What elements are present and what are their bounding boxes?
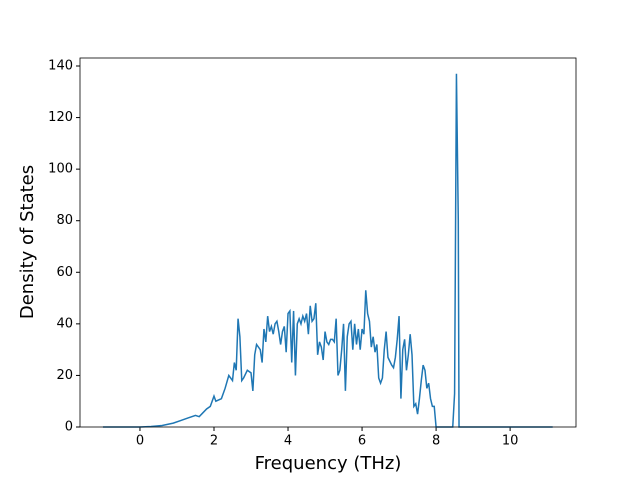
plot-frame bbox=[79, 57, 577, 428]
y-axis-label: Density of States bbox=[17, 165, 38, 319]
y-tick-label: 100 bbox=[48, 162, 73, 177]
y-tick-label: 60 bbox=[56, 265, 73, 280]
y-tick-label: 20 bbox=[56, 368, 73, 383]
line bbox=[102, 73, 553, 428]
x-tick-label: 4 bbox=[284, 434, 292, 449]
y-tick-label: 140 bbox=[48, 58, 73, 73]
x-tick-label: 6 bbox=[358, 434, 366, 449]
x-tick-label: 0 bbox=[136, 434, 144, 449]
x-tick-label: 2 bbox=[210, 434, 218, 449]
x-tick-label: 10 bbox=[502, 434, 519, 449]
x-tick-label: 8 bbox=[432, 434, 440, 449]
y-tick-label: 120 bbox=[48, 110, 73, 125]
y-tick-label: 40 bbox=[56, 316, 73, 331]
y-tick-label: 0 bbox=[65, 420, 73, 435]
x-axis-label: Frequency (THz) bbox=[255, 453, 402, 474]
y-tick-label: 80 bbox=[56, 213, 73, 228]
